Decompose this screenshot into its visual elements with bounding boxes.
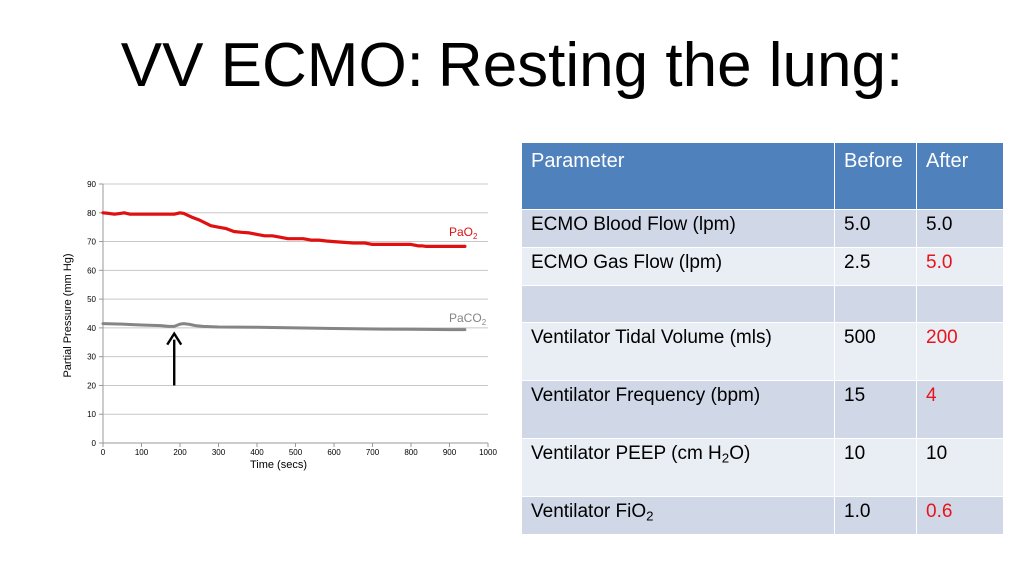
cell-parameter xyxy=(521,285,835,323)
header-after: After xyxy=(916,142,1004,210)
y-tick-label: 10 xyxy=(87,410,96,419)
slide-title: VV ECMO: Resting the lung: xyxy=(0,30,1024,101)
cell-after xyxy=(916,285,1004,323)
cell-parameter: Ventilator Frequency (bpm) xyxy=(521,380,835,439)
x-tick-label: 300 xyxy=(212,448,226,457)
x-tick-label: 600 xyxy=(327,448,341,457)
x-tick-label: 1000 xyxy=(479,448,497,457)
table-row: ECMO Gas Flow (lpm) 2.5 5.0 xyxy=(521,247,1004,286)
table-row: Ventilator Frequency (bpm) 15 4 xyxy=(521,380,1004,439)
y-tick-label: 40 xyxy=(87,324,96,333)
cell-after: 5.0 xyxy=(916,247,1004,286)
table-row: Ventilator Tidal Volume (mls) 500 200 xyxy=(521,322,1004,381)
x-tick-label: 200 xyxy=(173,448,187,457)
cell-parameter: Ventilator Tidal Volume (mls) xyxy=(521,322,835,381)
table-row: Ventilator FiO2 1.0 0.6 xyxy=(521,496,1004,535)
cell-after: 0.6 xyxy=(916,496,1004,535)
y-tick-label: 20 xyxy=(87,381,96,390)
cell-before: 500 xyxy=(834,322,917,381)
y-tick-label: 50 xyxy=(87,295,96,304)
arrow-head xyxy=(166,331,183,346)
x-tick-label: 900 xyxy=(443,448,457,457)
table-body: ECMO Blood Flow (lpm) 5.0 5.0 ECMO Gas Flow… xyxy=(521,209,1004,535)
cell-after: 4 xyxy=(916,380,1004,439)
x-tick-label: 400 xyxy=(250,448,264,457)
header-before: Before xyxy=(834,142,917,210)
y-tick-label: 30 xyxy=(87,353,96,362)
cell-after: 10 xyxy=(916,438,1004,497)
y-tick-label: 0 xyxy=(92,439,97,448)
x-tick-label: 500 xyxy=(289,448,303,457)
cell-parameter: Ventilator PEEP (cm H2O) xyxy=(521,438,835,497)
series-label-paco2: PaCO2 xyxy=(449,311,487,327)
series-line-pao2 xyxy=(101,211,467,249)
table-row: Ventilator PEEP (cm H2O) 10 10 xyxy=(521,438,1004,497)
y-tick-label: 70 xyxy=(87,238,96,247)
table-row: ECMO Blood Flow (lpm) 5.0 5.0 xyxy=(521,209,1004,248)
series-line-paco2 xyxy=(101,322,467,332)
cell-parameter: Ventilator FiO2 xyxy=(521,496,835,535)
cell-after: 5.0 xyxy=(916,209,1004,248)
y-tick-label: 90 xyxy=(87,180,96,189)
cell-parameter: ECMO Blood Flow (lpm) xyxy=(521,209,835,248)
cell-before: 2.5 xyxy=(834,247,917,286)
cell-before: 1.0 xyxy=(834,496,917,535)
cell-before: 15 xyxy=(834,380,917,439)
x-tick-label: 800 xyxy=(404,448,418,457)
y-axis-label: Partial Pressure (mm Hg) xyxy=(62,253,74,377)
y-tick-label: 80 xyxy=(87,209,96,218)
x-tick-label: 0 xyxy=(101,448,106,457)
parameter-table: Parameter Before After ECMO Blood Flow (… xyxy=(521,142,1004,535)
header-parameter: Parameter xyxy=(521,142,835,210)
x-tick-label: 100 xyxy=(135,448,149,457)
y-tick-label: 60 xyxy=(87,266,96,275)
cell-before: 10 xyxy=(834,438,917,497)
table-row xyxy=(521,285,1004,323)
cell-before: 5.0 xyxy=(834,209,917,248)
cell-before xyxy=(834,285,917,323)
slide-title-part2: Resting the lung: xyxy=(437,31,904,100)
x-axis-label: Time (secs) xyxy=(250,459,307,471)
series-label-pao2: PaO2 xyxy=(449,225,478,241)
cell-parameter: ECMO Gas Flow (lpm) xyxy=(521,247,835,286)
x-tick-label: 700 xyxy=(366,448,380,457)
slide-title-part1: VV ECMO: xyxy=(120,31,424,100)
cell-after: 200 xyxy=(916,322,1004,381)
table-header-row: Parameter Before After xyxy=(521,142,1004,210)
